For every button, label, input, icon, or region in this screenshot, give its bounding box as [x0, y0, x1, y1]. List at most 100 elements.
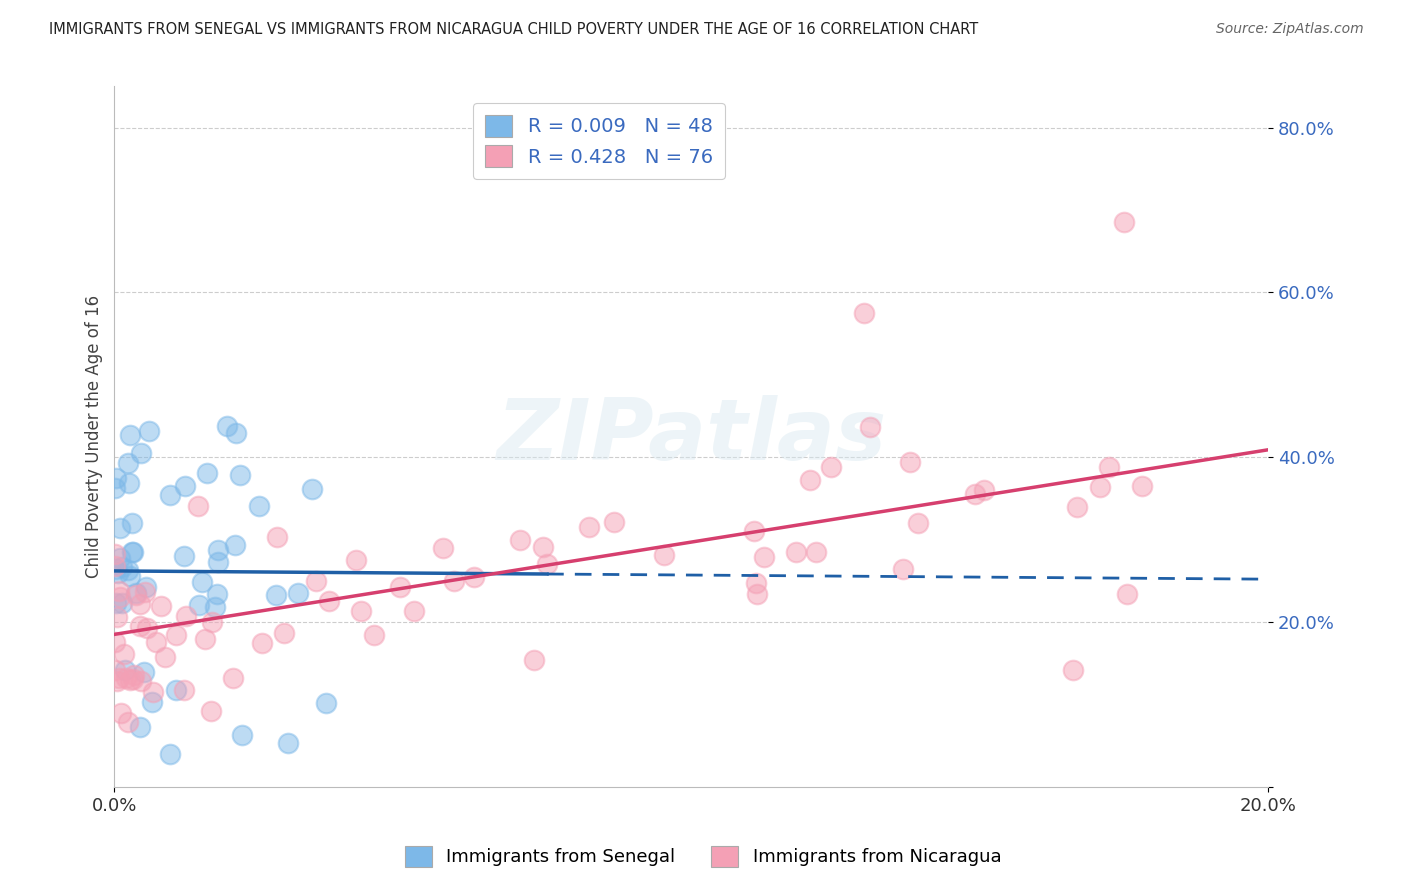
Point [578, 519, 600, 533]
Point [318, 593, 340, 607]
Legend: R = 0.009   N = 48, R = 0.428   N = 76: R = 0.009 N = 48, R = 0.428 N = 76 [474, 103, 724, 179]
Point [108, 671, 131, 685]
Point [129, 597, 152, 611]
Point [907, 516, 929, 530]
Point [134, 585, 156, 599]
Point [108, 583, 131, 598]
Point [122, 673, 145, 687]
Point [820, 460, 842, 475]
Point [603, 515, 626, 529]
Point [173, 479, 195, 493]
Point [124, 586, 146, 600]
Point [135, 580, 157, 594]
Y-axis label: Child Poverty Under the Age of 16: Child Poverty Under the Age of 16 [86, 295, 103, 578]
Point [363, 627, 385, 641]
Point [191, 574, 214, 589]
Point [315, 697, 337, 711]
Point [1066, 500, 1088, 515]
Point [165, 682, 187, 697]
Point [104, 596, 127, 610]
Point [104, 481, 127, 495]
Point [136, 622, 159, 636]
Point [389, 580, 412, 594]
Point [228, 467, 250, 482]
Point [188, 598, 211, 612]
Point [112, 647, 135, 661]
Point [132, 665, 155, 679]
Point [523, 653, 546, 667]
Point [114, 671, 136, 685]
Point [752, 550, 775, 565]
Point [105, 610, 128, 624]
Text: IMMIGRANTS FROM SENEGAL VS IMMIGRANTS FROM NICARAGUA CHILD POVERTY UNDER THE AGE: IMMIGRANTS FROM SENEGAL VS IMMIGRANTS FR… [49, 22, 979, 37]
Point [509, 533, 531, 547]
Point [105, 471, 128, 485]
Point [859, 420, 882, 434]
Point [264, 588, 287, 602]
Point [277, 736, 299, 750]
Point [159, 488, 181, 502]
Point [124, 588, 146, 602]
Point [531, 540, 554, 554]
Point [117, 456, 139, 470]
Point [201, 615, 224, 629]
Point [138, 424, 160, 438]
Point [121, 545, 143, 559]
Point [1130, 478, 1153, 492]
Point [652, 549, 675, 563]
Legend: Immigrants from Senegal, Immigrants from Nicaragua: Immigrants from Senegal, Immigrants from… [398, 838, 1008, 874]
Point [785, 545, 807, 559]
Point [104, 547, 127, 561]
Point [973, 483, 995, 498]
Point [350, 604, 373, 618]
Point [207, 542, 229, 557]
Point [301, 482, 323, 496]
Point [204, 600, 226, 615]
Point [121, 545, 143, 559]
Point [117, 714, 139, 729]
Point [463, 570, 485, 584]
Point [110, 551, 132, 566]
Point [432, 541, 454, 555]
Point [118, 673, 141, 687]
Point [402, 605, 425, 619]
Point [266, 530, 288, 544]
Text: Source: ZipAtlas.com: Source: ZipAtlas.com [1216, 22, 1364, 37]
Point [105, 674, 128, 689]
Point [200, 704, 222, 718]
Point [111, 596, 134, 610]
Point [287, 585, 309, 599]
Point [107, 566, 129, 581]
Point [346, 553, 368, 567]
Point [221, 672, 243, 686]
Text: ZIPatlas: ZIPatlas [496, 395, 886, 478]
Point [891, 562, 914, 576]
Point [742, 524, 765, 538]
Point [141, 695, 163, 709]
Point [111, 560, 134, 574]
Point [231, 727, 253, 741]
Point [225, 426, 247, 441]
Point [173, 683, 195, 698]
Point [114, 663, 136, 677]
Point [443, 574, 465, 588]
Point [1062, 663, 1084, 677]
Point [305, 574, 328, 589]
Point [745, 576, 768, 591]
Point [173, 549, 195, 563]
Point [1088, 480, 1111, 494]
Point [129, 446, 152, 460]
Point [149, 599, 172, 614]
Point [108, 521, 131, 535]
Point [110, 706, 132, 721]
Point [120, 569, 142, 583]
Point [536, 557, 558, 571]
Point [215, 419, 238, 434]
Point [273, 626, 295, 640]
Point [195, 466, 218, 480]
Point [1115, 587, 1137, 601]
Point [205, 587, 228, 601]
Point [145, 635, 167, 649]
Point [804, 545, 827, 559]
Point [129, 720, 152, 734]
